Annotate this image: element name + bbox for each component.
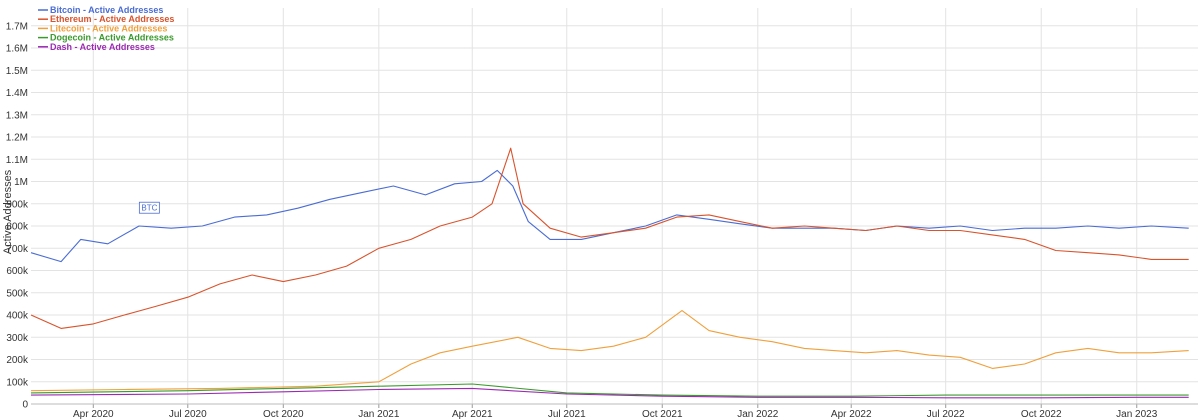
x-axis: Apr 2020 Jul 2020 Oct 2020 Jan 2021 Apr 2021…: [31, 403, 1198, 420]
y-tick-label: 800k: [6, 222, 29, 233]
legend-item: Ethereum - Active Addresses: [38, 14, 174, 24]
x-tick-label: Apr 2022: [831, 409, 872, 420]
y-tick-label: 500k: [6, 288, 29, 299]
y-tick-label: 300k: [6, 333, 29, 344]
legend-label: Ethereum - Active Addresses: [50, 14, 174, 24]
x-tick-label: Jan 2023: [1116, 409, 1158, 420]
legend-item: Bitcoin - Active Addresses: [38, 5, 163, 15]
x-tick-label: Jan 2021: [358, 409, 400, 420]
series-line-bitcoin: [30, 169, 1189, 263]
y-tick-label: 1.5M: [6, 66, 28, 77]
x-tick-label: Jan 2022: [737, 409, 779, 420]
annotation-label: BTC: [141, 204, 157, 213]
y-tick-label: 1M: [14, 177, 28, 188]
x-tick-label: Oct 2022: [1021, 409, 1062, 420]
series-line-litecoin: [30, 310, 1189, 392]
legend-label: Dash - Active Addresses: [50, 42, 155, 52]
y-tick-label: 1.2M: [6, 133, 28, 144]
x-tick-label: Apr 2021: [452, 409, 493, 420]
grid-lines: [31, 8, 1198, 405]
y-axis-title: Active Addresses: [2, 169, 14, 254]
y-tick-label: 1.7M: [6, 21, 28, 32]
x-tick-label: Oct 2020: [263, 409, 304, 420]
annotations: BTC: [138, 201, 160, 214]
legend-item: Dogecoin - Active Addresses: [38, 33, 174, 43]
y-tick-label: 600k: [6, 266, 29, 277]
y-tick-label: 100k: [6, 377, 29, 388]
x-tick-label: Apr 2020: [73, 409, 114, 420]
x-tick-label: Oct 2021: [642, 409, 683, 420]
y-tick-label: 0: [22, 400, 28, 411]
y-tick-label: 900k: [6, 199, 29, 210]
legend-label: Bitcoin - Active Addresses: [50, 5, 163, 15]
series-line-dash: [30, 387, 1189, 399]
y-tick-label: 200k: [6, 355, 29, 366]
y-tick-label: 1.3M: [6, 110, 28, 121]
series-line-ethereum: [30, 147, 1189, 329]
legend-label: Litecoin - Active Addresses: [50, 23, 167, 33]
legend-item: Litecoin - Active Addresses: [38, 23, 167, 33]
annotation-box: [138, 201, 160, 214]
legend-item: Dash - Active Addresses: [38, 42, 155, 52]
y-tick-label: 700k: [6, 244, 29, 255]
y-tick-label: 1.6M: [6, 44, 28, 55]
y-tick-label: 400k: [6, 311, 29, 322]
btc-annotation: BTC: [138, 201, 160, 214]
y-axis: 0 100k 200k 300k 400k 500k 600k 700k 800k 900k 1M 1…: [6, 21, 29, 410]
series-lines: [30, 147, 1189, 399]
x-tick-label: Jul 2021: [548, 409, 586, 420]
x-tick-label: Jul 2020: [169, 409, 207, 420]
series-line-dogecoin: [30, 383, 1189, 397]
y-tick-label: 1.1M: [6, 155, 28, 166]
legend-label: Dogecoin - Active Addresses: [50, 33, 174, 43]
x-tick-label: Jul 2022: [927, 409, 965, 420]
y-tick-label: 1.4M: [6, 88, 28, 99]
